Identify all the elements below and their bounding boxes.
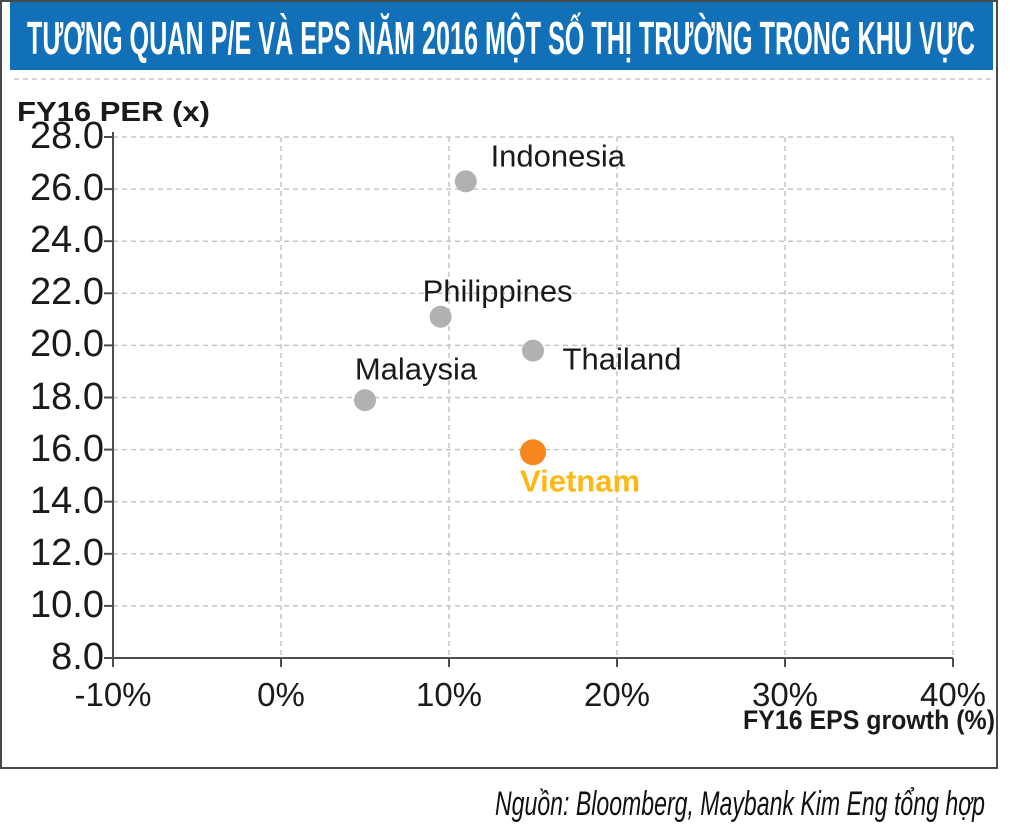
y-tick-label: 12.0 — [30, 532, 104, 575]
y-tick-label: 10.0 — [30, 584, 104, 627]
source-note: Nguồn: Bloomberg, Maybank Kim Eng tổng h… — [495, 785, 985, 823]
x-tick-label: 40% — [919, 676, 987, 713]
point-label-malaysia: Malaysia — [354, 351, 478, 387]
data-point-malaysia — [354, 389, 376, 412]
x-axis-title: FY16 EPS growth (%) — [743, 705, 995, 735]
y-tick-label: 14.0 — [30, 479, 104, 522]
point-label-vietnam: Vietnam — [519, 463, 641, 499]
data-point-indonesia — [454, 170, 477, 193]
y-tick-label: 20.0 — [30, 323, 104, 366]
y-tick-label: 24.0 — [30, 219, 104, 262]
y-tick-label: 26.0 — [30, 167, 104, 210]
y-tick-label: 8.0 — [51, 636, 104, 679]
y-axis-title: FY16 PER (x) — [17, 96, 210, 127]
data-point-thailand — [522, 339, 544, 362]
data-point-vietnam — [520, 439, 546, 466]
axes — [104, 132, 954, 667]
chart-title-bar: TƯƠNG QUAN P/E VÀ EPS NĂM 2016 MỘT SỐ TH… — [10, 2, 993, 70]
y-tick-label: 28.0 — [30, 115, 104, 158]
point-label-philippines: Philippines — [422, 273, 573, 309]
x-tick-label: 0% — [257, 676, 305, 713]
x-tick-label: 30% — [751, 676, 819, 713]
data-point-philippines — [429, 305, 452, 328]
chart-title-svg: TƯƠNG QUAN P/E VÀ EPS NĂM 2016 MỘT SỐ TH… — [27, 12, 975, 64]
x-tick-label: 10% — [415, 676, 483, 713]
y-tick-label: 16.0 — [30, 427, 104, 470]
point-label-thailand: Thailand — [562, 341, 682, 377]
x-tick-label: 20% — [583, 676, 651, 713]
gridlines — [14, 78, 995, 658]
y-tick-label: 18.0 — [30, 375, 104, 418]
figure-border — [0, 0, 998, 769]
chart-title: TƯƠNG QUAN P/E VÀ EPS NĂM 2016 MỘT SỐ TH… — [27, 12, 975, 64]
x-tick-label: -10% — [74, 676, 152, 713]
point-label-indonesia: Indonesia — [490, 138, 626, 174]
y-tick-label: 22.0 — [30, 271, 104, 314]
data-points — [354, 170, 546, 466]
